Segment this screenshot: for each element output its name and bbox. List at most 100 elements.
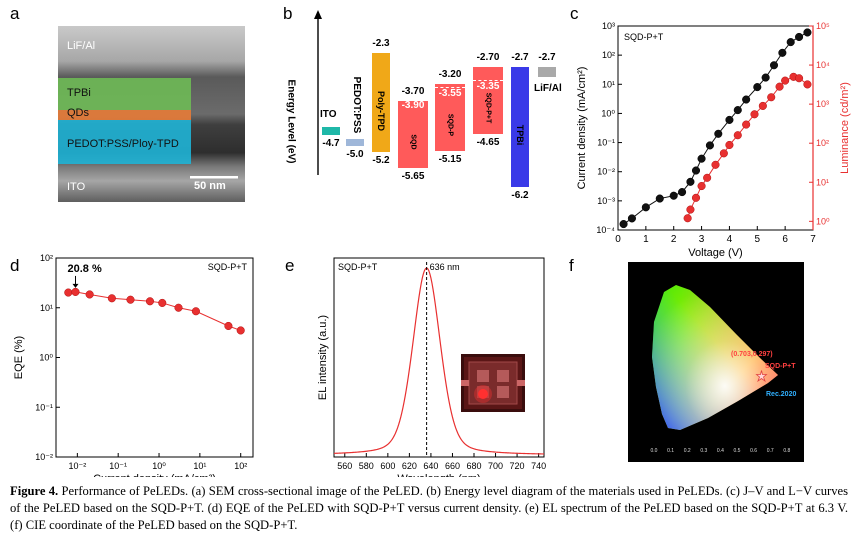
sem-image — [58, 26, 245, 202]
data-point — [71, 287, 80, 296]
data-point — [686, 177, 695, 186]
energy-bar-ito — [322, 126, 340, 136]
energy-bar-dashed-line — [398, 98, 428, 100]
data-point — [174, 303, 183, 312]
x-tick-label: 10² — [234, 461, 247, 471]
layer-label-ito: ITO — [67, 181, 86, 193]
data-point — [733, 131, 742, 140]
data-point — [725, 140, 734, 150]
y2-tick-label: 10⁴ — [816, 60, 830, 70]
series-line — [623, 32, 808, 225]
cie-tick-label: 0.7 — [767, 448, 774, 454]
cie-tick-label: 0.5 — [734, 448, 741, 454]
cie-tick-label: 0.4 — [717, 448, 724, 454]
data-point — [158, 298, 167, 307]
layer-label-pedot: PEDOT:PSS/Ploy-TPD — [67, 138, 179, 150]
energy-upper-value: -3.70 — [401, 86, 425, 98]
energy-bar-tpbi — [511, 66, 529, 187]
cie-rec2020-label: Rec.2020 — [766, 391, 797, 398]
cie-tick-label: 0.0 — [651, 448, 658, 454]
x-tick-label: 6 — [782, 234, 788, 245]
data-point — [686, 205, 695, 214]
y-tick-label: 10⁻⁴ — [596, 225, 615, 235]
y2-tick-label: 10⁰ — [816, 216, 830, 226]
x-tick-label: 10¹ — [193, 461, 206, 471]
data-point — [697, 182, 706, 191]
data-point — [742, 95, 751, 104]
y-tick-label: 10⁻² — [35, 452, 53, 462]
energy-mid-value: -3.35 — [476, 81, 500, 93]
y2-axis-label: Luminance (cd/m²) — [839, 82, 851, 174]
energy-bar-pedot-pss — [346, 138, 364, 146]
y2-tick-label: 10⁵ — [816, 21, 830, 31]
x-tick-label: 680 — [466, 461, 481, 471]
y-tick-label: 10² — [40, 253, 53, 263]
x-tick-label: 3 — [699, 234, 705, 245]
energy-bar-sqd-p: -3.55 — [435, 84, 465, 151]
energy-upper-value: -2.70 — [476, 51, 500, 63]
y-tick-label: 10⁻¹ — [597, 138, 615, 148]
panel-letter-f: f — [569, 256, 574, 275]
energy-upper-value: -2.3 — [372, 38, 390, 50]
layer-label-qds: QDs — [67, 107, 89, 119]
data-point — [761, 73, 770, 82]
panel-letter-b: b — [283, 4, 293, 23]
y-tick-label: 10⁰ — [601, 108, 615, 118]
y-tick-label: 10³ — [602, 21, 615, 31]
data-point — [697, 154, 706, 163]
x-tick-label: 4 — [727, 234, 733, 245]
panel-letter-e: e — [285, 256, 295, 275]
legend-label: SQD-P+T — [624, 32, 664, 42]
y2-tick-label: 10¹ — [816, 177, 829, 187]
data-point — [655, 194, 664, 203]
x-axis-label: Current density (mA/cm²) — [93, 473, 216, 477]
data-point — [691, 166, 701, 175]
cie-tick-label: 0.6 — [750, 448, 757, 454]
cie-point-label: SQD-P+T — [765, 363, 796, 370]
peak-annotation: 20.8 % — [67, 263, 101, 275]
eqe-chart: 10⁻² 10⁻¹ 10⁰ 10¹ 10² 10⁻² 10⁻¹ 10⁰ 10¹ 10² Curren… — [13, 253, 254, 477]
x-tick-label: 10⁻² — [68, 461, 86, 471]
energy-level-axis — [314, 10, 322, 175]
energy-bar-dashed-line — [473, 80, 503, 82]
data-point — [236, 326, 245, 335]
energy-mid-value: -3.55 — [438, 87, 462, 99]
data-point — [711, 160, 720, 169]
x-tick-label: 660 — [445, 461, 460, 471]
data-point — [733, 106, 742, 115]
data-point — [753, 83, 762, 92]
cie-tick-label: 0.3 — [700, 448, 707, 454]
energy-material-label: ITO — [320, 108, 337, 120]
caption-label: Figure 4. — [10, 484, 59, 498]
x-tick-label: 580 — [359, 461, 374, 471]
panel-letter-d: d — [10, 256, 20, 275]
energy-lower-value: -4.7 — [322, 138, 340, 150]
data-point — [786, 38, 795, 47]
x-tick-label: 560 — [337, 461, 352, 471]
energy-material-label: LiF/Al — [534, 82, 562, 94]
x-tick-label: 720 — [510, 461, 525, 471]
x-tick-label: 5 — [755, 234, 761, 245]
data-point — [64, 288, 73, 297]
energy-level-diagram: ITO -4.7 PEDOT:PSS -5.0 Poly-TPD -2.3 -5.2 -3.9… — [0, 0, 600, 230]
data-point — [781, 76, 790, 85]
energy-lower-value: -5.0 — [346, 148, 364, 160]
energy-bar-sqd-p-t: -3.35 — [473, 66, 503, 134]
data-point — [224, 321, 233, 331]
energy-bar-poly-tpd — [372, 53, 390, 153]
scale-bar-label: 50 nm — [194, 180, 226, 192]
caption-text: Performance of PeLEDs. (a) SEM cross-sec… — [10, 484, 848, 532]
data-point — [803, 28, 812, 37]
x-tick-label: 700 — [488, 461, 503, 471]
x-axis-label: Voltage (V) — [688, 247, 742, 259]
energy-mid-value: -3.90 — [401, 99, 425, 111]
data-point — [758, 101, 767, 110]
legend-label: SQD-P+T — [208, 262, 248, 272]
cie-tick-label: 0.8 — [783, 448, 790, 454]
data-point — [619, 220, 628, 229]
energy-lower-value: -5.65 — [401, 170, 425, 182]
y2-tick-label: 10² — [816, 138, 829, 148]
y-tick-label: 10⁻² — [597, 167, 615, 177]
cie-coordinate-label: (0.703,0.297) — [731, 351, 773, 358]
cie-tick-label: 0.1 — [667, 448, 674, 454]
